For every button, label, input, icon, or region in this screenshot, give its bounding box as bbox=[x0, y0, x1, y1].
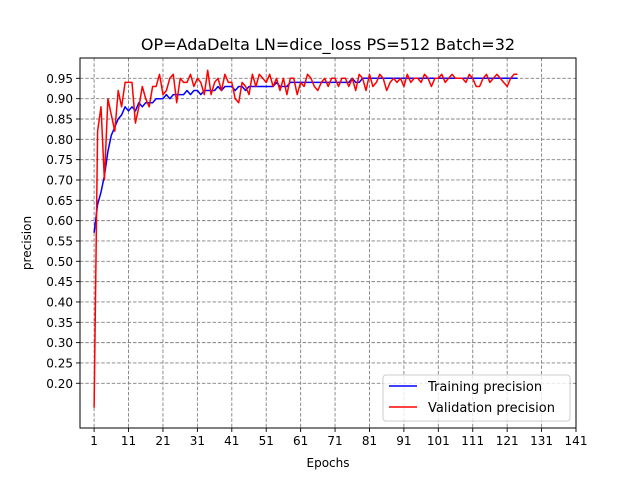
legend-training-label: Training precision bbox=[427, 380, 542, 395]
y-tick-label: 0.85 bbox=[46, 112, 73, 126]
y-tick-label: 0.30 bbox=[46, 336, 73, 350]
y-tick-label: 0.70 bbox=[46, 173, 73, 187]
y-tick-label: 0.95 bbox=[46, 72, 73, 86]
legend: Training precision Validation precision bbox=[382, 374, 571, 422]
x-tick-label: 141 bbox=[565, 434, 588, 448]
legend-box bbox=[382, 374, 571, 422]
y-axis-label: precision bbox=[20, 216, 34, 270]
x-tick-label: 61 bbox=[293, 434, 308, 448]
x-tick-label: 11 bbox=[121, 434, 136, 448]
x-tick-label: 101 bbox=[427, 434, 450, 448]
x-tick-label: 81 bbox=[362, 434, 377, 448]
chart-title: OP=AdaDelta LN=dice_loss PS=512 Batch=32 bbox=[141, 35, 515, 55]
y-tick-label: 0.80 bbox=[46, 133, 73, 147]
x-tick-label: 1 bbox=[90, 434, 98, 448]
y-tick-label: 0.75 bbox=[46, 153, 73, 167]
y-tick-label: 0.50 bbox=[46, 255, 73, 269]
x-tick-label: 131 bbox=[530, 434, 553, 448]
y-tick-label: 0.55 bbox=[46, 234, 73, 248]
y-tick-label: 0.90 bbox=[46, 92, 73, 106]
y-axis-ticks: 0.20 0.25 0.30 0.35 0.40 0.45 0.50 0.55 0.60 0.65… bbox=[46, 72, 80, 391]
y-tick-label: 0.40 bbox=[46, 295, 73, 309]
x-tick-label: 111 bbox=[461, 434, 484, 448]
series-lines bbox=[93, 69, 518, 408]
plot-area-frame bbox=[79, 57, 577, 429]
x-tick-label: 31 bbox=[190, 434, 205, 448]
x-tick-label: 51 bbox=[259, 434, 274, 448]
y-tick-label: 0.20 bbox=[46, 377, 73, 391]
x-tick-label: 121 bbox=[496, 434, 519, 448]
x-axis-label: Epochs bbox=[307, 456, 350, 470]
validation-precision-line bbox=[93, 69, 518, 408]
y-tick-label: 0.25 bbox=[46, 356, 73, 370]
y-tick-label: 0.60 bbox=[46, 214, 73, 228]
y-tick-label: 0.65 bbox=[46, 194, 73, 208]
legend-validation-label: Validation precision bbox=[428, 401, 555, 416]
x-tick-label: 71 bbox=[327, 434, 342, 448]
x-tick-label: 41 bbox=[224, 434, 239, 448]
y-tick-label: 0.35 bbox=[46, 316, 73, 330]
y-tick-label: 0.45 bbox=[46, 275, 73, 289]
x-tick-label: 91 bbox=[396, 434, 411, 448]
x-axis-ticks: 1 11 21 31 41 51 61 71 81 91 101 111 121 131 141 bbox=[90, 428, 587, 448]
x-tick-label: 21 bbox=[155, 434, 170, 448]
